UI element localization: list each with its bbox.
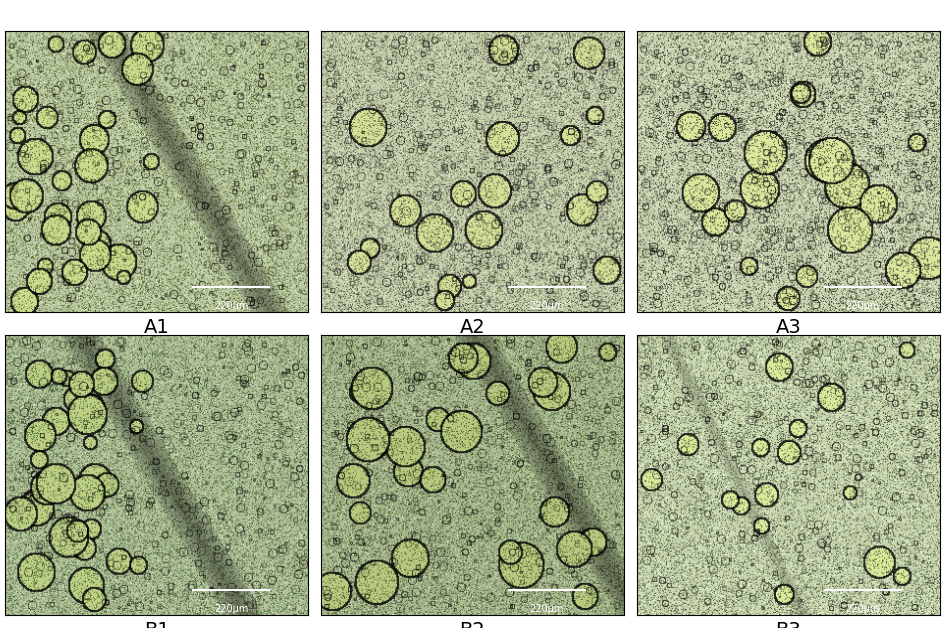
Text: 220μm: 220μm <box>845 301 879 311</box>
X-axis label: A3: A3 <box>775 318 801 337</box>
Text: 220μm: 220μm <box>213 604 248 614</box>
X-axis label: A2: A2 <box>459 318 485 337</box>
X-axis label: B3: B3 <box>775 621 801 628</box>
Text: 220μm: 220μm <box>530 301 564 311</box>
X-axis label: B2: B2 <box>459 621 485 628</box>
X-axis label: A1: A1 <box>143 318 169 337</box>
Text: 220μm: 220μm <box>213 301 248 311</box>
Text: 220μm: 220μm <box>530 604 564 614</box>
Text: 220μm: 220μm <box>845 604 879 614</box>
X-axis label: B1: B1 <box>143 621 169 628</box>
